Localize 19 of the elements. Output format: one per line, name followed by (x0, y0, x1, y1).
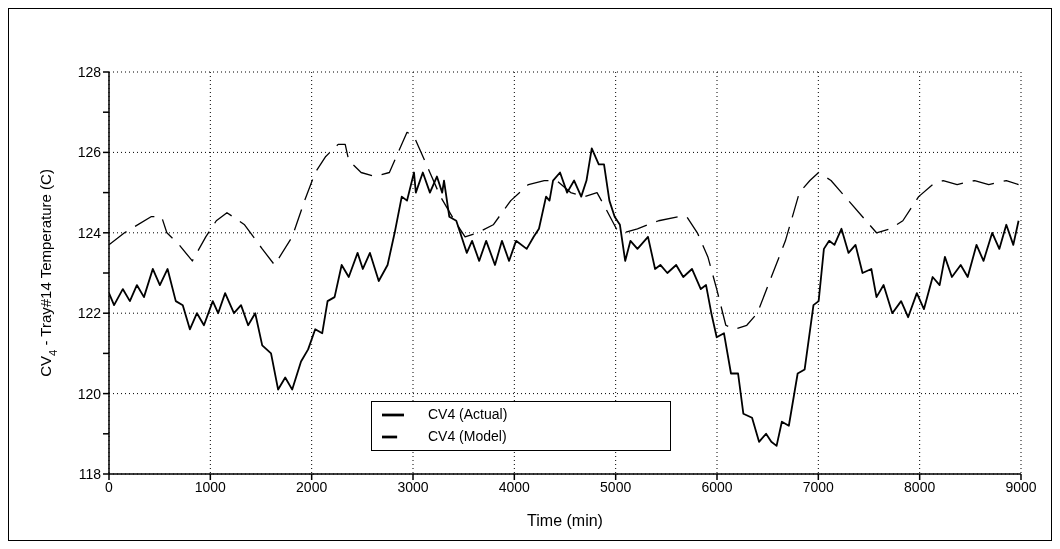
y-tick-label: 122 (77, 305, 102, 322)
x-tick-label: 0 (105, 478, 114, 495)
y-tick-label: 128 (77, 63, 102, 80)
x-tick-label: 3000 (397, 478, 429, 495)
y-tick-label: 126 (77, 144, 102, 161)
y-tick-label: 124 (77, 224, 102, 241)
x-axis-title: Time (min) (527, 512, 603, 529)
legend-label: CV4 (Actual) (428, 405, 508, 422)
x-tick-label: 6000 (701, 478, 733, 495)
x-tick-label: 7000 (802, 478, 835, 495)
x-tick-label: 9000 (1005, 478, 1037, 495)
x-tick-label: 2000 (296, 478, 328, 495)
legend-label: CV4 (Model) (428, 427, 507, 444)
y-tick-label: 120 (77, 385, 102, 402)
x-tick-label: 4000 (498, 478, 531, 495)
x-tick-label: 5000 (600, 478, 632, 495)
x-tick-label: 8000 (904, 478, 936, 495)
y-tick-label: 118 (78, 465, 102, 482)
x-tick-label: 1000 (194, 478, 227, 495)
